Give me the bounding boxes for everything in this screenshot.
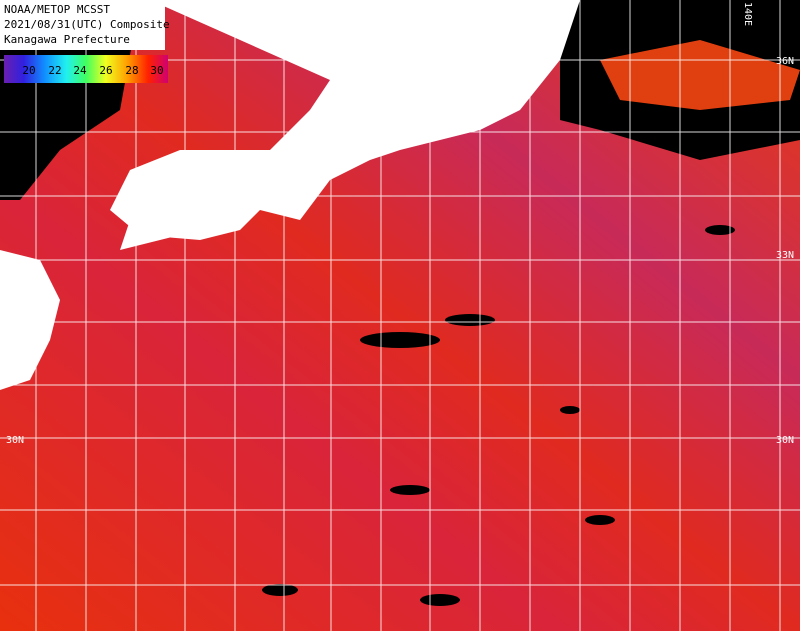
warm-patch xyxy=(600,40,800,110)
header-line: Kanagawa Prefecture xyxy=(4,33,130,46)
colorbar-label: 22 xyxy=(48,64,61,77)
lon-label: 140E xyxy=(742,2,753,26)
header-box xyxy=(0,0,165,50)
cloud-speckles xyxy=(262,225,735,606)
colorbar-label: 28 xyxy=(125,64,138,77)
colorbar-labels: 20 22 24 26 28 30 xyxy=(22,64,163,77)
land xyxy=(0,250,60,390)
colorbar-label: 20 xyxy=(22,64,35,77)
lat-label: 33N xyxy=(776,250,794,261)
colorbar-label: 26 xyxy=(99,64,112,77)
land xyxy=(120,200,230,250)
lat-label: 30N xyxy=(776,435,794,446)
grid-labels: 36N 33N 30N 30N 135E 140E xyxy=(6,2,794,446)
header-line: 2021/08/31(UTC) Composite xyxy=(4,18,170,31)
header-line: NOAA/METOP MCSST xyxy=(4,3,110,16)
lat-label: 36N xyxy=(776,56,794,67)
colorbar-label: 24 xyxy=(73,64,87,77)
colorbar-label: 30 xyxy=(150,64,163,77)
colorbar xyxy=(4,55,168,83)
lat-label: 30N xyxy=(6,435,24,446)
lon-label: 135E xyxy=(325,2,336,26)
